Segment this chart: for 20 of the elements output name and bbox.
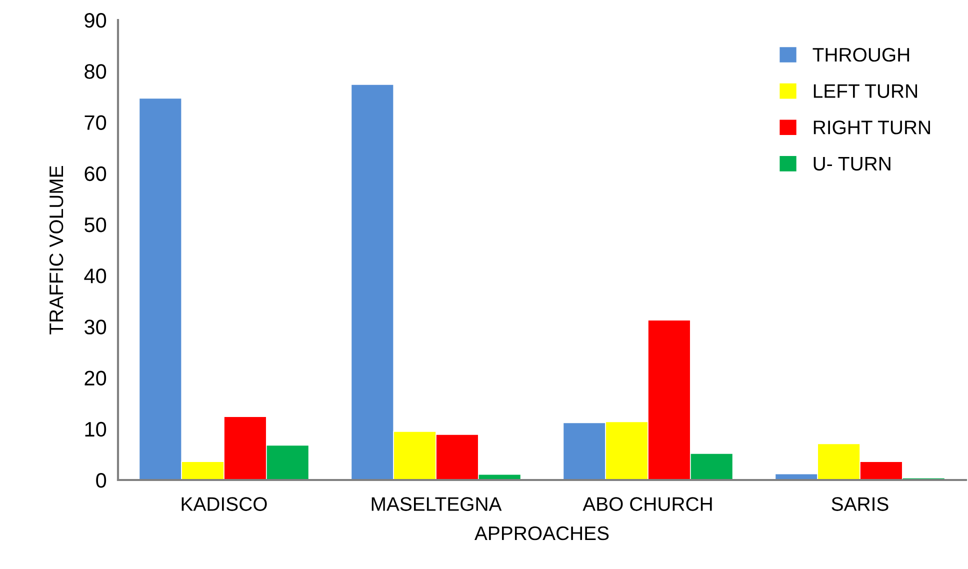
y-tick-label: 0 [96, 473, 106, 488]
x-tick-label: MASELTEGNA [372, 497, 502, 511]
legend-label: LEFT TURN [814, 84, 918, 98]
legend-label: THROUGH [812, 48, 910, 62]
x-tick-label: KADISCO [182, 497, 267, 511]
y-tick-label: 50 [84, 217, 106, 232]
x-tick-label: ABO CHURCH [582, 497, 712, 511]
y-tick-label: 20 [84, 370, 106, 386]
y-tick-label: 10 [85, 422, 106, 437]
y-tick-label: 80 [84, 64, 106, 79]
legend-label: U- TURN [814, 157, 890, 171]
y-tick-label: 60 [84, 166, 106, 182]
y-tick-label: 40 [84, 268, 106, 284]
y-tick-label: 30 [84, 320, 106, 334]
y-tick-label: 90 [84, 13, 106, 28]
x-axis-title: APPROACHES [474, 526, 609, 540]
legend-label: RIGHT TURN [814, 120, 930, 134]
y-tick-label: 70 [84, 115, 106, 130]
x-tick-label: SARIS [832, 497, 888, 511]
y-axis-title: TRAFFIC VOLUME [49, 166, 64, 334]
